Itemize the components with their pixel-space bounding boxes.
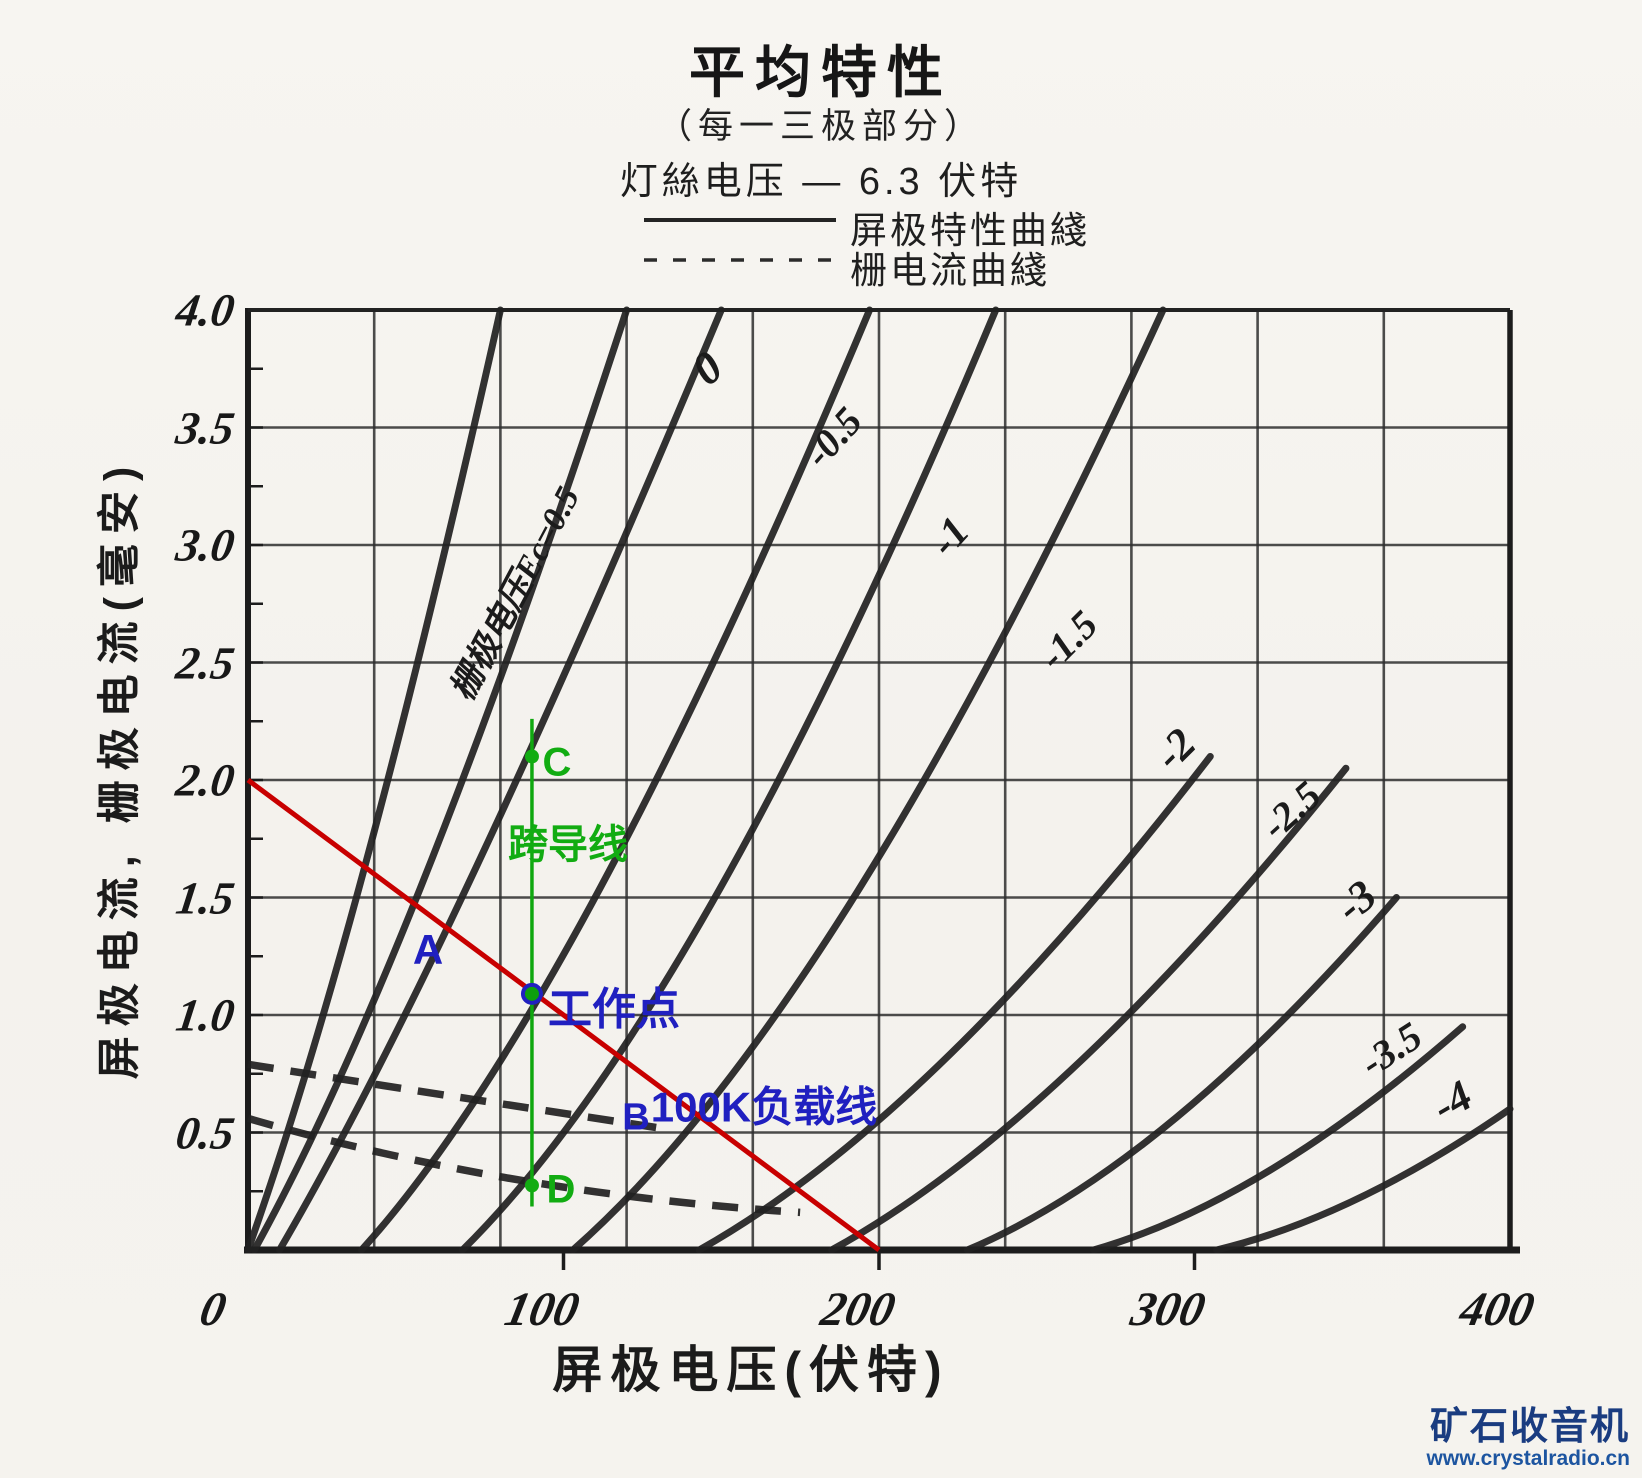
gm-line-label: 跨导线 — [508, 823, 628, 867]
annotation-overlay-lines — [246, 718, 881, 1253]
legend-row-grid-current-curve: 栅电流曲綫 — [640, 238, 1100, 291]
load-line-label: 100K负载线 — [650, 1083, 878, 1131]
y-tick-label: 2.0 — [172, 754, 238, 806]
x-axis-title: 屏极电压(伏特) — [552, 1342, 950, 1398]
y-tick-label: 2.5 — [172, 637, 238, 688]
legend-label-plate-curve: 屏极特性曲綫 — [850, 210, 1090, 251]
label-d: D — [546, 1167, 576, 1212]
x-tick-label: 300 — [1126, 1283, 1210, 1336]
y-tick-label: 4.0 — [172, 284, 238, 336]
point-d — [524, 1178, 539, 1193]
x-tick-label: 400 — [1455, 1283, 1539, 1336]
plate-characteristic-curves — [244, 306, 1514, 1254]
point-c — [524, 749, 539, 764]
legend-row-plate-curve: 屏极特性曲綫 — [640, 198, 1100, 251]
y-tick-label: 0.5 — [172, 1107, 238, 1158]
heater-voltage-condition: 灯絲电压 — 6.3 伏特 — [619, 161, 1023, 203]
op-point-label: 工作点 — [548, 985, 680, 1034]
legend-dashed-line-sample — [644, 258, 836, 262]
watermark: 矿石收音机 www.crystalradio.cn — [1426, 1406, 1630, 1470]
gridlines — [248, 310, 1510, 1250]
page-title: 平均特性 — [689, 41, 953, 104]
page-subtitle: （每一三极部分） — [656, 107, 985, 146]
grid-current-dashed-curves — [246, 1060, 801, 1217]
y-tick-label: 1.0 — [172, 989, 238, 1041]
y-tick-label: 3.0 — [172, 519, 238, 571]
legend-solid-line-sample — [644, 218, 836, 222]
y-tick-label: 3.5 — [172, 402, 238, 453]
label-a: A — [412, 926, 444, 973]
legend-label-grid-current-curve: 栅电流曲綫 — [850, 250, 1050, 291]
x-tick-label: 200 — [816, 1283, 900, 1336]
operating-point — [520, 982, 543, 1005]
watermark-site-url: www.crystalradio.cn — [1426, 1446, 1630, 1470]
axes-frame — [244, 308, 1520, 1270]
y-tick-label: 1.5 — [172, 872, 238, 923]
x-tick-label: 100 — [500, 1283, 584, 1336]
label-b: B — [622, 1096, 650, 1139]
label-c: C — [542, 740, 572, 785]
watermark-site-name: 矿石收音机 — [1429, 1406, 1630, 1449]
